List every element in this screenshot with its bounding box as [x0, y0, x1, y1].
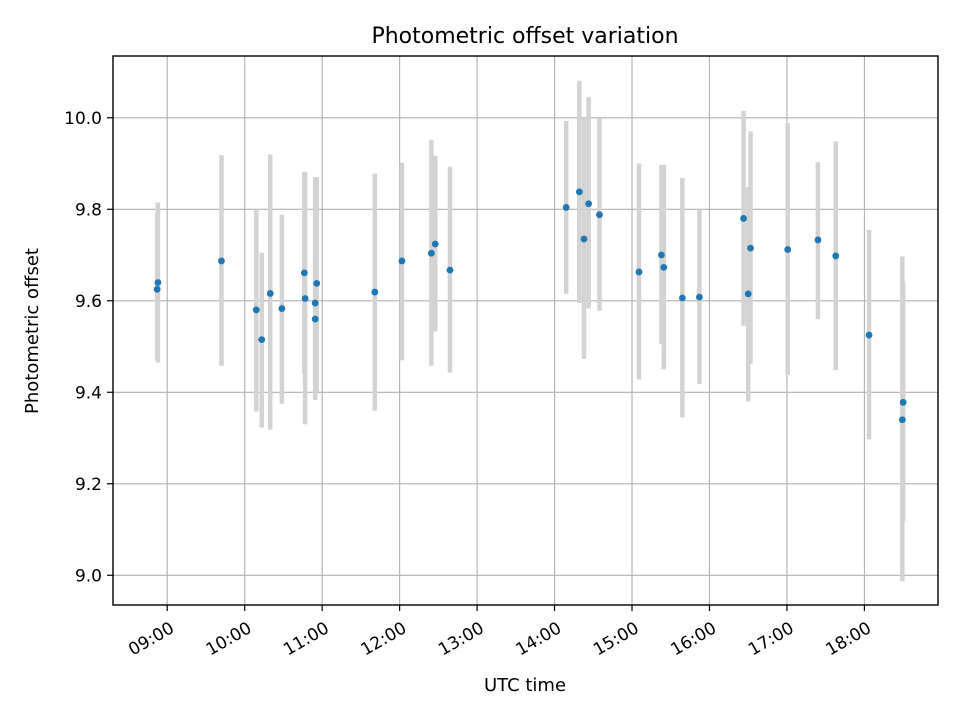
data-point	[153, 285, 161, 293]
plot-frame	[112, 55, 939, 606]
x-tick-label: 11:00	[280, 618, 332, 660]
y-tick-label: 9.4	[75, 383, 102, 403]
data-point	[898, 416, 906, 424]
x-tick-label: 16:00	[668, 618, 720, 660]
data-point	[740, 215, 747, 222]
data-point	[814, 236, 822, 244]
x-tick-label: 09:00	[125, 618, 177, 660]
data-point	[678, 294, 686, 302]
data-point	[252, 306, 260, 314]
x-axis-ticks: 09:00 10:00 11:00 12:00 13:00 14:00 15:00 16:00…	[125, 605, 875, 660]
x-tick-label: 10:00	[203, 618, 255, 660]
data-point	[596, 211, 603, 219]
data-point	[154, 279, 162, 286]
grid-lines	[113, 56, 938, 605]
data-point	[635, 268, 643, 276]
y-tick-label: 10.0	[64, 109, 102, 129]
data-point	[899, 398, 907, 406]
error-bars	[154, 80, 906, 582]
data-point	[585, 200, 593, 208]
data-point	[747, 244, 754, 252]
data-point	[266, 290, 274, 297]
data-point	[575, 188, 583, 196]
x-tick-label: 18:00	[822, 618, 874, 660]
data-point	[311, 315, 319, 323]
y-tick-label: 9.0	[75, 566, 102, 586]
data-point	[660, 263, 668, 271]
x-tick-label: 15:00	[590, 618, 642, 660]
data-point	[278, 305, 286, 312]
data-point	[658, 251, 665, 259]
data-point	[832, 252, 840, 260]
y-axis-label: Photometric offset	[22, 248, 43, 414]
data-point	[865, 331, 873, 339]
y-tick-label: 9.8	[75, 200, 102, 220]
data-point	[218, 257, 225, 265]
data-point	[311, 299, 319, 307]
y-axis-ticks: 9.0 9.2 9.4 9.6 9.8 10.0	[64, 109, 113, 586]
data-points	[153, 188, 907, 424]
data-point	[300, 269, 308, 277]
data-point	[427, 249, 435, 257]
x-tick-label: 14:00	[513, 618, 565, 660]
y-tick-label: 9.2	[75, 475, 102, 495]
data-point	[562, 204, 570, 211]
data-point	[371, 288, 379, 296]
data-point	[431, 240, 439, 248]
x-tick-label: 17:00	[745, 618, 797, 660]
data-point	[784, 246, 792, 253]
x-tick-label: 13:00	[435, 618, 487, 660]
x-axis-label: UTC time	[484, 675, 566, 696]
data-point	[446, 266, 454, 274]
chart-title: Photometric offset variation	[371, 24, 678, 49]
data-point	[398, 257, 406, 265]
data-point	[313, 279, 321, 287]
y-tick-label: 9.6	[75, 292, 102, 312]
data-point	[580, 235, 588, 243]
data-point	[258, 336, 266, 344]
data-point	[301, 295, 309, 302]
x-tick-label: 12:00	[358, 618, 410, 660]
data-point	[744, 290, 752, 298]
data-point	[696, 293, 703, 301]
